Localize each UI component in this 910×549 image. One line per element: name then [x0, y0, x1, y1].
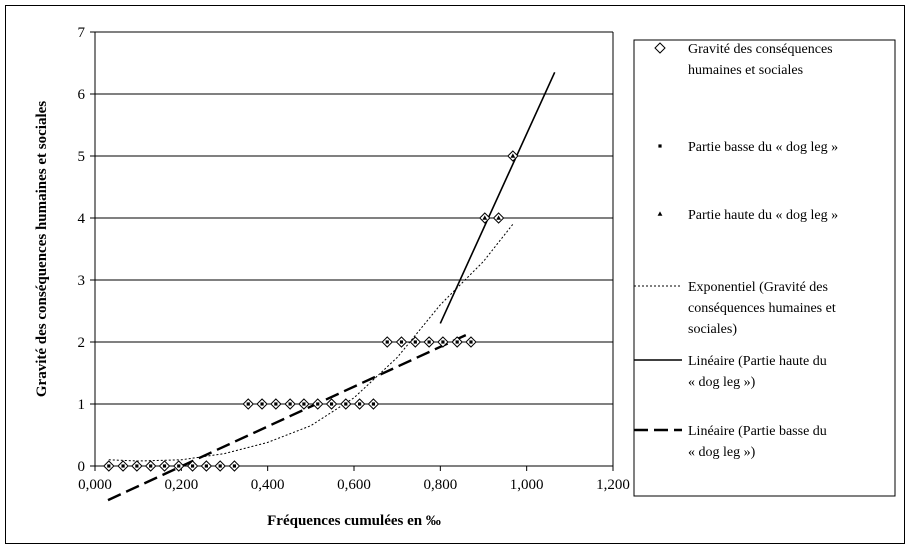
legend-symbol: [657, 211, 663, 216]
x-tick-label: 0,800: [423, 477, 457, 493]
data-point: [260, 402, 264, 406]
y-tick-label: 6: [78, 87, 86, 103]
data-point: [455, 340, 459, 344]
x-tick-label: 1,000: [510, 477, 544, 493]
legend-box: [633, 39, 896, 497]
y-tick-label: 3: [78, 273, 86, 289]
data-point: [427, 340, 431, 344]
data-point: [135, 464, 139, 468]
y-tick-label: 5: [78, 149, 86, 165]
legend-entry: Exponentiel (Gravité des conséquences hum…: [688, 280, 836, 337]
legend-entry: Gravité des conséquences humaines et soci…: [688, 42, 833, 78]
legend-symbol: [658, 144, 662, 148]
plot-area: 0 1 2 3 4 5 6 7 0,000 0,200 0,400 0,600 0,800 1,000 1,…: [34, 25, 630, 529]
chart-svg: 0 1 2 3 4 5 6 7 0,000 0,200 0,400 0,600 0,800 1,000 1,…: [34, 25, 896, 529]
data-point: [121, 464, 125, 468]
data-point: [190, 464, 195, 468]
series-line: [107, 331, 472, 502]
data-point: [469, 340, 473, 344]
data-point: [218, 464, 222, 468]
data-point: [358, 402, 362, 406]
x-tick-label: 0,000: [78, 477, 112, 493]
y-tick-label: 2: [78, 335, 86, 351]
x-tick-label: 0,400: [251, 477, 285, 493]
legend-entry: Partie haute du « dog leg »: [688, 208, 838, 223]
legend-entry: Linéaire (Partie basse du « dog leg »): [688, 424, 827, 460]
x-tick-label: 0,200: [164, 477, 198, 493]
x-tick-label: 1,200: [596, 477, 630, 493]
y-tick-label: 0: [78, 459, 86, 475]
legend-entry: Linéaire (Partie haute du « dog leg »): [688, 354, 827, 390]
data-point: [316, 402, 320, 406]
legend-symbol: [654, 42, 666, 54]
data-point: [371, 402, 376, 406]
data-point: [329, 402, 334, 406]
data-point: [204, 464, 208, 468]
y-tick-label: 4: [78, 211, 86, 227]
data-point: [302, 402, 306, 406]
data-point: [288, 402, 292, 406]
data-point: [246, 402, 250, 406]
data-point: [482, 215, 488, 220]
data-point: [162, 464, 167, 468]
data-point: [441, 340, 445, 344]
data-point: [496, 215, 502, 220]
data-point: [399, 340, 404, 344]
data-point: [107, 464, 111, 468]
x-axis-title: Fréquences cumulées en ‰: [267, 513, 441, 529]
data-point: [510, 153, 516, 158]
x-tick-label: 0,600: [337, 477, 371, 493]
y-tick-label: 7: [78, 25, 86, 41]
data-point: [413, 340, 417, 344]
chart-frame: 0 1 2 3 4 5 6 7 0,000 0,200 0,400 0,600 0,800 1,000 1,…: [5, 5, 905, 544]
data-point: [177, 464, 181, 468]
y-axis-title: Gravité des conséquences humaines et soc…: [34, 101, 50, 397]
data-point: [274, 402, 278, 406]
legend-entry: Partie basse du « dog leg »: [688, 140, 838, 155]
y-tick-label: 1: [78, 397, 86, 413]
data-point: [385, 340, 389, 344]
legend: Gravité des conséquences humaines et soci…: [633, 39, 896, 497]
data-point: [149, 464, 153, 468]
data-point: [232, 464, 237, 468]
data-point: [344, 402, 348, 406]
series-line: [439, 71, 556, 324]
